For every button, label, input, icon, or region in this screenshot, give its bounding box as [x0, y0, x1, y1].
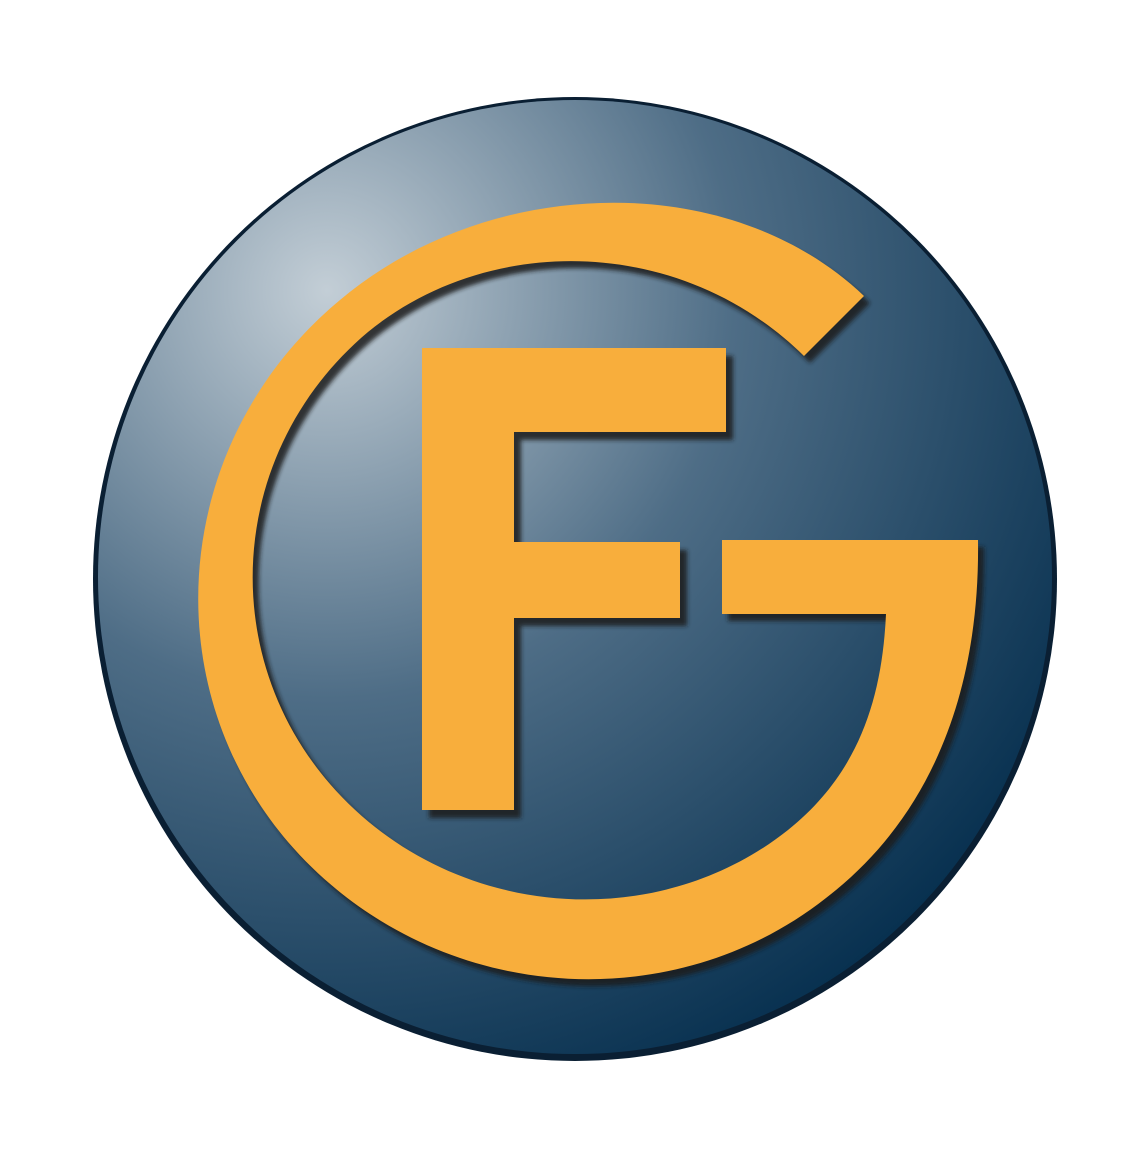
g-letter — [198, 202, 979, 980]
f-letter — [422, 348, 726, 810]
